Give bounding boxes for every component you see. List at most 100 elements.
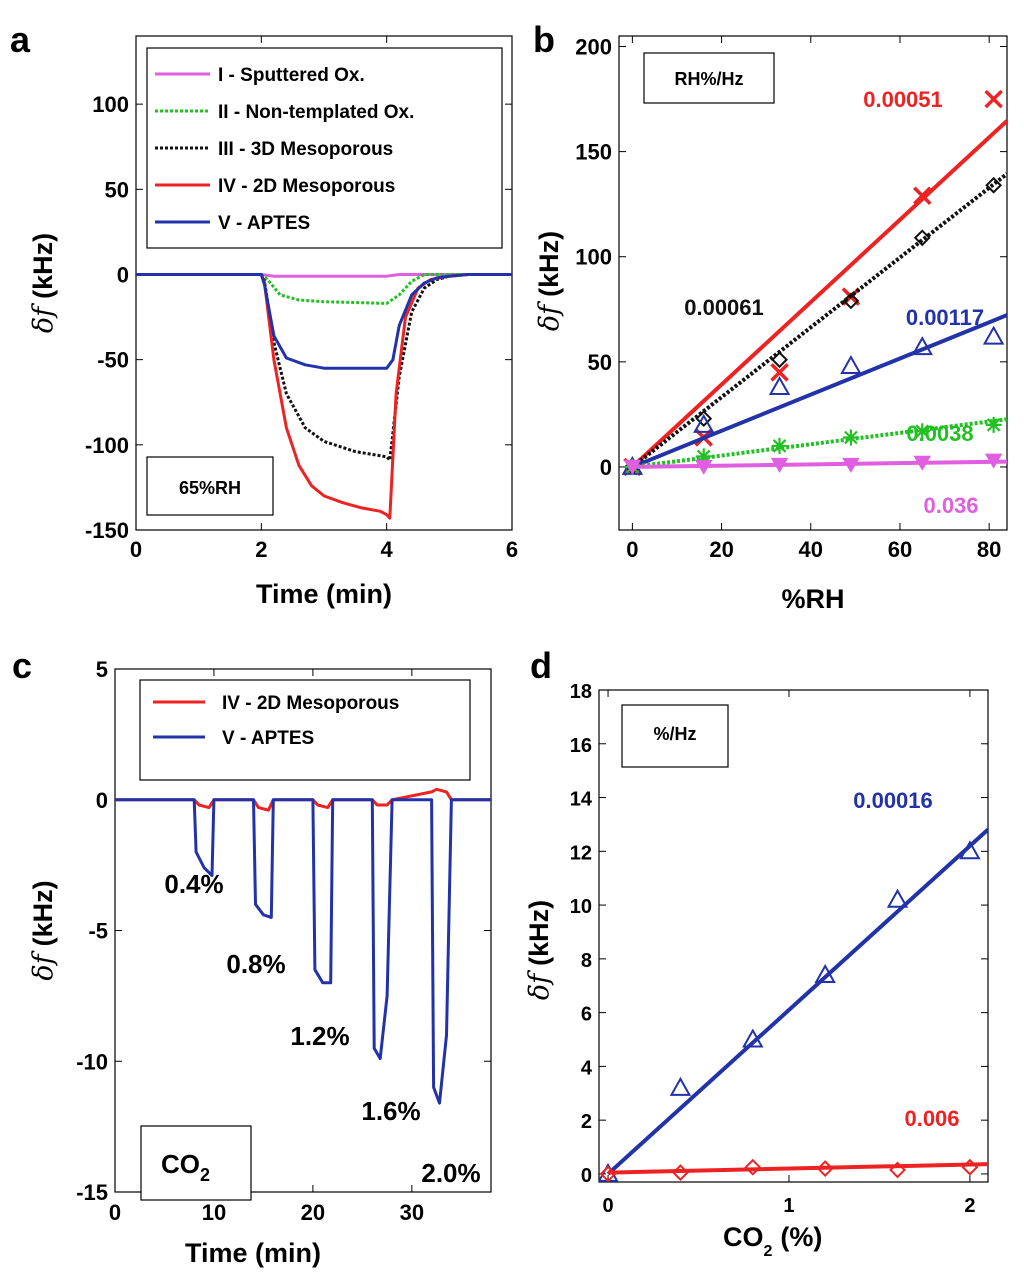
- annotation-label: %/Hz: [653, 724, 696, 744]
- y-axis-label: δf (kHz): [534, 231, 565, 331]
- fit-line-I: [632, 459, 1007, 469]
- data-point-V: [768, 376, 791, 396]
- y-axis-label: δf (kHz): [28, 880, 59, 980]
- y-axis-symbol: δf: [524, 970, 555, 1000]
- y-tick-label: 0: [581, 1165, 592, 1187]
- y-axis-unit: (kHz): [524, 900, 554, 966]
- y-tick-label: -15: [76, 1180, 108, 1205]
- legend-label: IV - 2D Mesoporous: [222, 693, 399, 714]
- x-tick-label: 80: [977, 537, 1001, 562]
- data-point-III: [771, 351, 788, 369]
- data-point-V: [742, 1028, 764, 1048]
- annotation-sub: 2: [200, 1165, 210, 1185]
- x-tick-label: 6: [506, 537, 518, 562]
- x-axis-label: Time (min): [185, 1238, 321, 1268]
- slope-label: 0.0038: [906, 421, 973, 446]
- panel-letter-d: d: [530, 645, 552, 686]
- x-tick-label: 0: [130, 537, 142, 562]
- panel-letter-a: a: [10, 19, 31, 60]
- panel-a-time-response: 0 2 4 6 -150 -100 -50 0 50 100 Time (min) δf (kHz) I …: [28, 35, 518, 609]
- data-point-II: [985, 416, 1002, 433]
- y-tick-label: 2: [581, 1111, 592, 1133]
- y-tick-label: 100: [92, 92, 129, 117]
- data-point-IV: [770, 363, 789, 382]
- data-point-III: [842, 292, 860, 310]
- fit-line-IV: [608, 1162, 988, 1175]
- data-point-IV: [889, 1161, 906, 1179]
- data-point-III: [913, 229, 931, 247]
- series-line-1: [115, 787, 491, 812]
- data-point-I: [694, 459, 713, 475]
- plot-area: [621, 89, 1007, 477]
- x-tick-label: 20: [709, 537, 733, 562]
- y-tick-label: 100: [575, 245, 612, 270]
- legend-box: [139, 679, 471, 781]
- y-tick-label: -100: [85, 433, 129, 458]
- y-axis-label: δf (kHz): [28, 233, 59, 333]
- legend-label: II - Non-templated Ox.: [218, 102, 414, 123]
- data-point-I: [842, 457, 860, 473]
- y-tick-label: 150: [575, 140, 612, 165]
- panel-d-frame: [598, 689, 989, 1183]
- y-tick-label: 10: [570, 896, 592, 918]
- panel-b-humidity-calibration: 0 20 40 60 80 0 50 100 150 200 %RH δf (kHz) RH%/Hz 0.0…: [534, 35, 1008, 614]
- data-point-III: [695, 410, 713, 428]
- y-tick-label: -150: [85, 518, 129, 543]
- data-point-V: [693, 413, 715, 433]
- y-axis-symbol: δf: [534, 301, 565, 331]
- annotation-label: CO2: [161, 1149, 210, 1185]
- data-point-V: [982, 325, 1005, 345]
- x-axis-sub: 2: [764, 1243, 773, 1260]
- y-tick-label: 50: [105, 177, 129, 202]
- slope-label: 0.036: [923, 493, 978, 518]
- concentration-label: 1.2%: [290, 1021, 349, 1051]
- x-tick-label: 60: [888, 537, 912, 562]
- data-point-V: [814, 963, 836, 983]
- x-tick-label: 20: [301, 1200, 325, 1225]
- data-point-V: [669, 1076, 692, 1096]
- fit-line-V: [631, 313, 1007, 469]
- y-tick-label: 14: [570, 789, 593, 811]
- y-tick-label: 200: [575, 35, 612, 60]
- data-point-IV: [961, 1158, 979, 1176]
- panel-letter-c: c: [12, 645, 32, 686]
- y-tick-label: -10: [76, 1049, 108, 1074]
- data-point-I: [913, 455, 932, 471]
- series-line-2: [115, 798, 491, 1105]
- y-tick-label: -5: [88, 919, 108, 944]
- fit-line-V: [606, 828, 988, 1176]
- x-axis-label: Time (min): [256, 579, 392, 609]
- slope-label: 0.00016: [853, 788, 933, 813]
- annotation-box: [140, 1125, 252, 1201]
- concentration-label: 0.8%: [226, 949, 285, 979]
- y-axis-unit: (kHz): [28, 233, 58, 299]
- slope-label: 0.00051: [863, 87, 943, 112]
- slope-label: 0.00117: [906, 305, 984, 330]
- annotation-box: [621, 704, 729, 768]
- x-tick-label: 0: [626, 537, 638, 562]
- annotation-main: CO: [161, 1149, 200, 1179]
- data-point-I: [770, 457, 789, 473]
- panel-a-frame: [135, 35, 513, 531]
- y-axis-unit: (kHz): [28, 880, 58, 946]
- y-tick-label: 0: [117, 262, 129, 287]
- fit-line-II: [632, 417, 1007, 469]
- y-tick-label: 0: [600, 455, 612, 480]
- data-point-III: [985, 176, 1003, 194]
- data-point-I: [984, 453, 1003, 469]
- data-point-II: [771, 437, 788, 454]
- x-axis-tail: (%): [780, 1222, 822, 1252]
- fit-line-IV: [631, 119, 1007, 469]
- data-point-V: [959, 840, 981, 860]
- x-tick-label: 10: [202, 1200, 226, 1225]
- legend-label: V - APTES: [218, 213, 310, 234]
- data-point-II: [914, 423, 931, 440]
- x-tick-label: 40: [799, 537, 823, 562]
- x-tick-label: 1: [783, 1195, 794, 1217]
- legend-label: IV - 2D Mesoporous: [218, 176, 395, 197]
- series-line-2: [136, 273, 512, 305]
- y-axis-symbol: δf: [28, 303, 59, 333]
- panel-c-co2-time-response: 0 10 20 30 -15 -10 -5 0 5 Time (min) δf (kHz) IV - 2…: [28, 657, 492, 1268]
- data-point-IV: [913, 186, 932, 205]
